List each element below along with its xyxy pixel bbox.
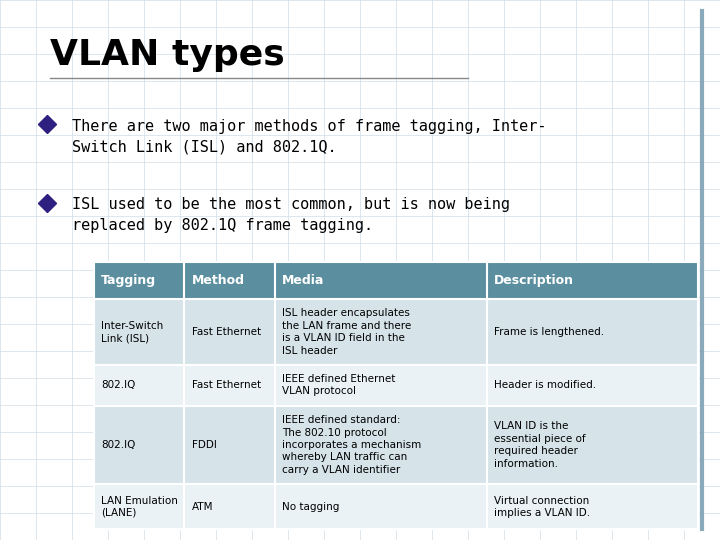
Text: 802.IQ: 802.IQ — [101, 380, 135, 390]
Text: Description: Description — [494, 274, 574, 287]
Bar — [94, 484, 698, 529]
Text: Fast Ethernet: Fast Ethernet — [192, 327, 261, 337]
Text: IEEE defined standard:
The 802.10 protocol
incorporates a mechanism
whereby LAN : IEEE defined standard: The 802.10 protoc… — [282, 415, 421, 475]
Text: 802.IQ: 802.IQ — [101, 440, 135, 450]
Text: Fast Ethernet: Fast Ethernet — [192, 380, 261, 390]
Text: Inter-Switch
Link (ISL): Inter-Switch Link (ISL) — [101, 321, 163, 343]
Text: Tagging: Tagging — [101, 274, 156, 287]
Bar — [94, 262, 698, 299]
Text: There are two major methods of frame tagging, Inter-
Switch Link (ISL) and 802.1: There are two major methods of frame tag… — [72, 119, 546, 155]
Text: Frame is lengthened.: Frame is lengthened. — [494, 327, 604, 337]
Bar — [94, 406, 698, 484]
Text: ISL used to be the most common, but is now being
replaced by 802.1Q frame taggin: ISL used to be the most common, but is n… — [72, 197, 510, 233]
Text: ISL header encapsulates
the LAN frame and there
is a VLAN ID field in the
ISL he: ISL header encapsulates the LAN frame an… — [282, 308, 412, 356]
Text: VLAN types: VLAN types — [50, 38, 285, 72]
Text: VLAN ID is the
essential piece of
required header
information.: VLAN ID is the essential piece of requir… — [494, 422, 585, 469]
Text: Media: Media — [282, 274, 325, 287]
Text: Header is modified.: Header is modified. — [494, 380, 596, 390]
Text: No tagging: No tagging — [282, 502, 340, 512]
Text: Method: Method — [192, 274, 245, 287]
Text: IEEE defined Ethernet
VLAN protocol: IEEE defined Ethernet VLAN protocol — [282, 374, 395, 396]
Text: ATM: ATM — [192, 502, 213, 512]
Text: FDDI: FDDI — [192, 440, 217, 450]
Text: Virtual connection
implies a VLAN ID.: Virtual connection implies a VLAN ID. — [494, 496, 590, 518]
Bar — [94, 364, 698, 406]
Text: LAN Emulation
(LANE): LAN Emulation (LANE) — [101, 496, 178, 518]
Bar — [94, 299, 698, 364]
